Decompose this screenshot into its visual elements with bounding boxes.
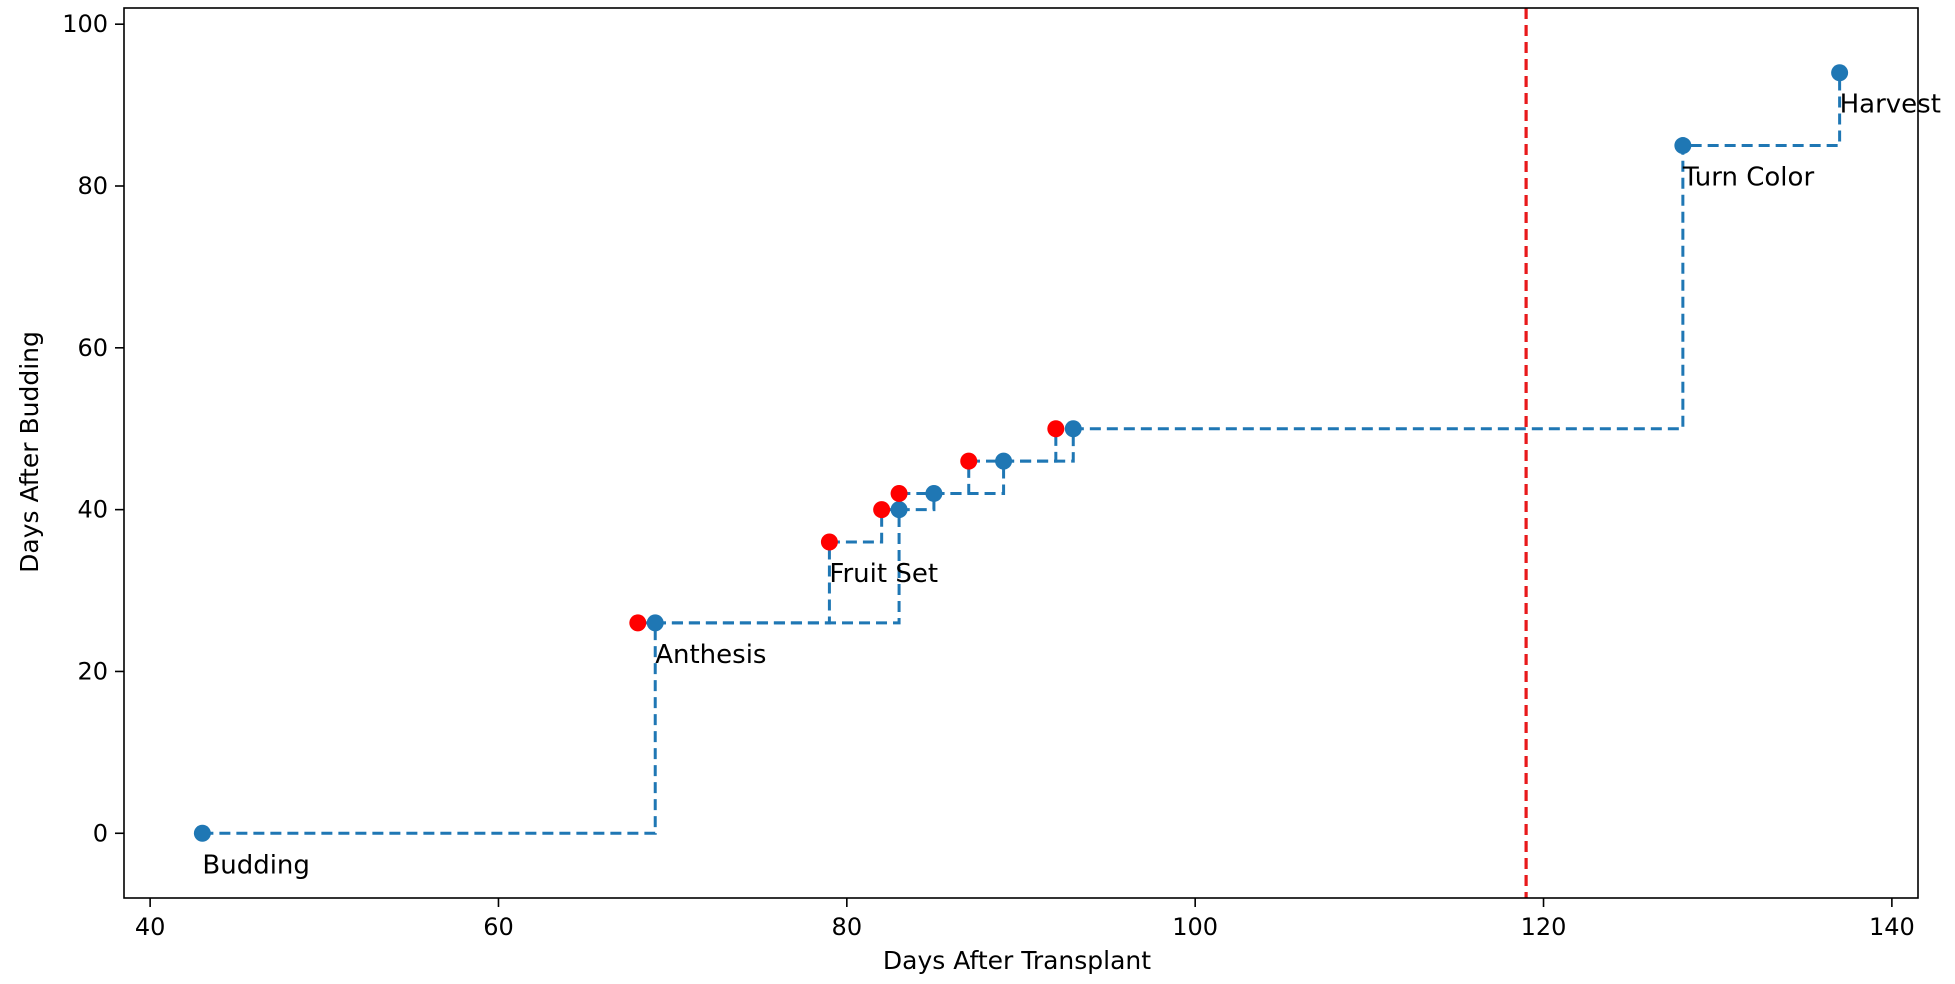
red-point [1047,420,1065,438]
points-layer [193,64,1849,842]
stage-point [890,501,908,519]
y-tick-label: 60 [77,334,108,362]
annotation-harvest: Harvest [1840,90,1941,120]
stage-point [1831,64,1849,82]
y-tick-label: 80 [77,172,108,200]
red-point [873,501,891,519]
stage-point [995,452,1013,470]
axes-layer: 40 60 80 100 120 140 0 20 40 60 80 100 [62,7,1919,941]
x-tick-label: 80 [832,913,863,941]
series-lines-layer [202,72,1842,835]
stage-point [1674,137,1692,155]
stage-point [1064,420,1082,438]
y-tick-label: 20 [77,657,108,685]
y-tick-label: 100 [62,10,108,38]
step-line-series-1 [202,72,1842,835]
x-tick-label: 40 [135,913,166,941]
red-point [629,614,647,632]
x-tick-label: 100 [1172,913,1218,941]
x-tick-label: 120 [1521,913,1567,941]
y-tick-label: 40 [77,496,108,524]
plot-frame [123,7,1919,899]
red-point [960,452,978,470]
annotation-fruit-set: Fruit Set [829,559,938,589]
red-point [890,484,908,502]
x-axis-title: Days After Transplant [883,946,1151,975]
annotation-budding: Budding [202,850,310,880]
annotations-layer: Budding Anthesis Fruit Set Turn Color Harves… [202,90,1941,881]
x-tick-label: 60 [483,913,514,941]
y-tick-label: 0 [93,819,108,847]
red-point [820,533,838,551]
stage-point [193,824,211,842]
x-tick-label: 140 [1869,913,1915,941]
y-axis-title: Days After Budding [15,331,44,573]
stage-point [646,614,664,632]
stage-point [925,484,943,502]
step-line-series-2 [637,428,1058,625]
annotation-turn-color: Turn Color [1682,163,1815,193]
annotation-anthesis: Anthesis [655,640,766,670]
